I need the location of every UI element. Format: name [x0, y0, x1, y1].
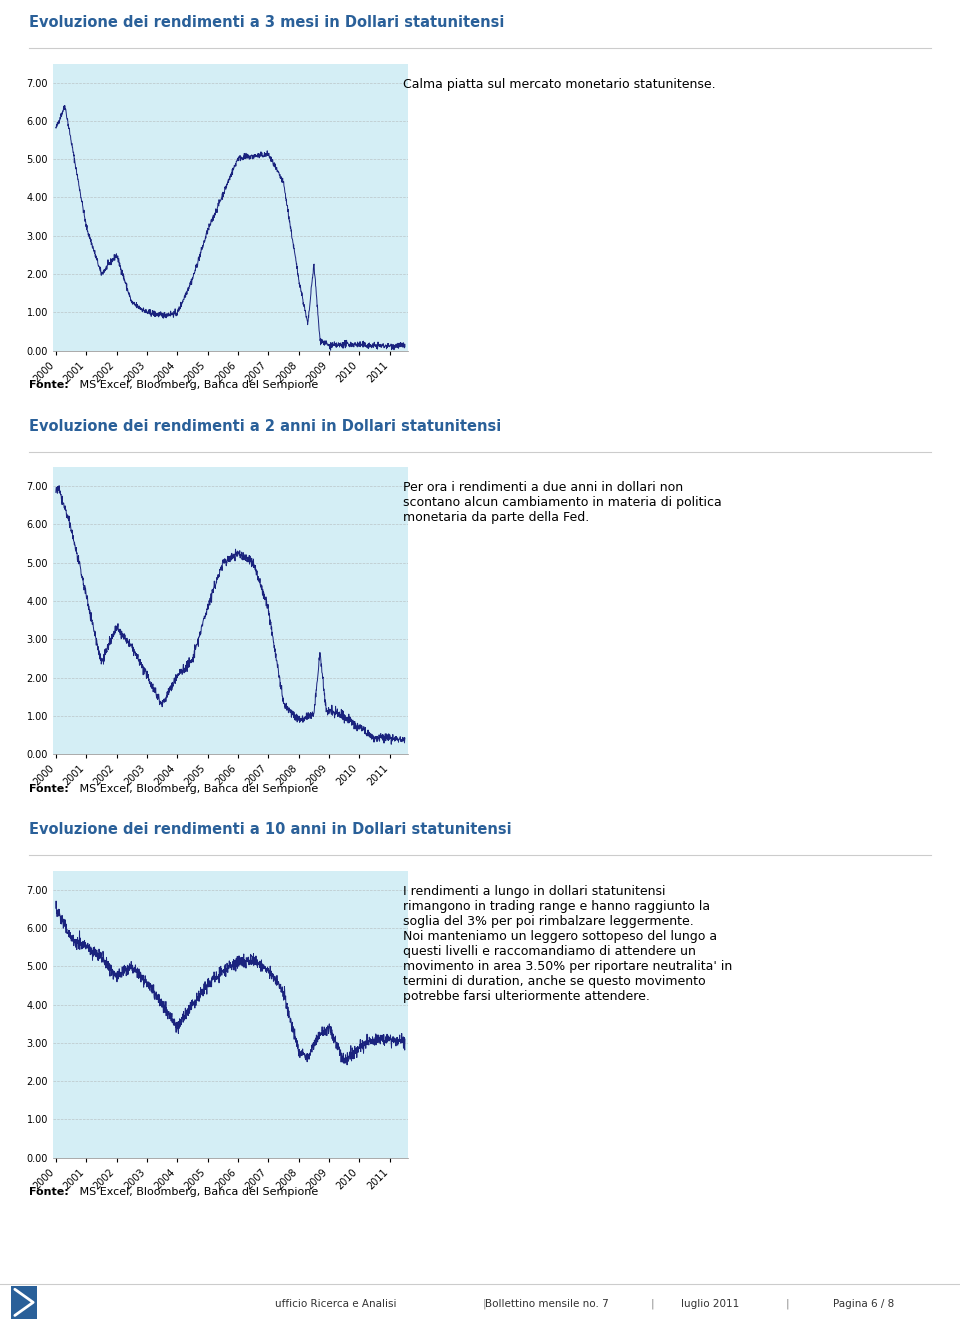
Text: |: |: [483, 1299, 487, 1310]
Text: |: |: [785, 1299, 789, 1310]
Text: Evoluzione dei rendimenti a 2 anni in Dollari statunitensi: Evoluzione dei rendimenti a 2 anni in Do…: [29, 418, 501, 434]
Text: luglio 2011: luglio 2011: [682, 1299, 739, 1308]
Text: MS Excel, Bloomberg, Banca del Sempione: MS Excel, Bloomberg, Banca del Sempione: [76, 1187, 318, 1197]
Text: Fonte:: Fonte:: [29, 1187, 68, 1197]
Text: |: |: [651, 1299, 655, 1310]
Text: I rendimenti a lungo in dollari statunitensi
rimangono in trading range e hanno : I rendimenti a lungo in dollari statunit…: [403, 885, 732, 1003]
Text: Bollettino mensile no. 7: Bollettino mensile no. 7: [486, 1299, 609, 1308]
Text: Fonte:: Fonte:: [29, 380, 68, 390]
Text: MS Excel, Bloomberg, Banca del Sempione: MS Excel, Bloomberg, Banca del Sempione: [76, 783, 318, 794]
Text: Fonte:: Fonte:: [29, 783, 68, 794]
Text: Evoluzione dei rendimenti a 10 anni in Dollari statunitensi: Evoluzione dei rendimenti a 10 anni in D…: [29, 822, 512, 837]
Text: MS Excel, Bloomberg, Banca del Sempione: MS Excel, Bloomberg, Banca del Sempione: [76, 380, 318, 390]
Text: Per ora i rendimenti a due anni in dollari non
scontano alcun cambiamento in mat: Per ora i rendimenti a due anni in dolla…: [403, 482, 722, 524]
Text: ufficio Ricerca e Analisi: ufficio Ricerca e Analisi: [276, 1299, 396, 1308]
Text: Calma piatta sul mercato monetario statunitense.: Calma piatta sul mercato monetario statu…: [403, 78, 716, 91]
Text: Pagina 6 / 8: Pagina 6 / 8: [833, 1299, 895, 1308]
Text: Evoluzione dei rendimenti a 3 mesi in Dollari statunitensi: Evoluzione dei rendimenti a 3 mesi in Do…: [29, 15, 504, 30]
